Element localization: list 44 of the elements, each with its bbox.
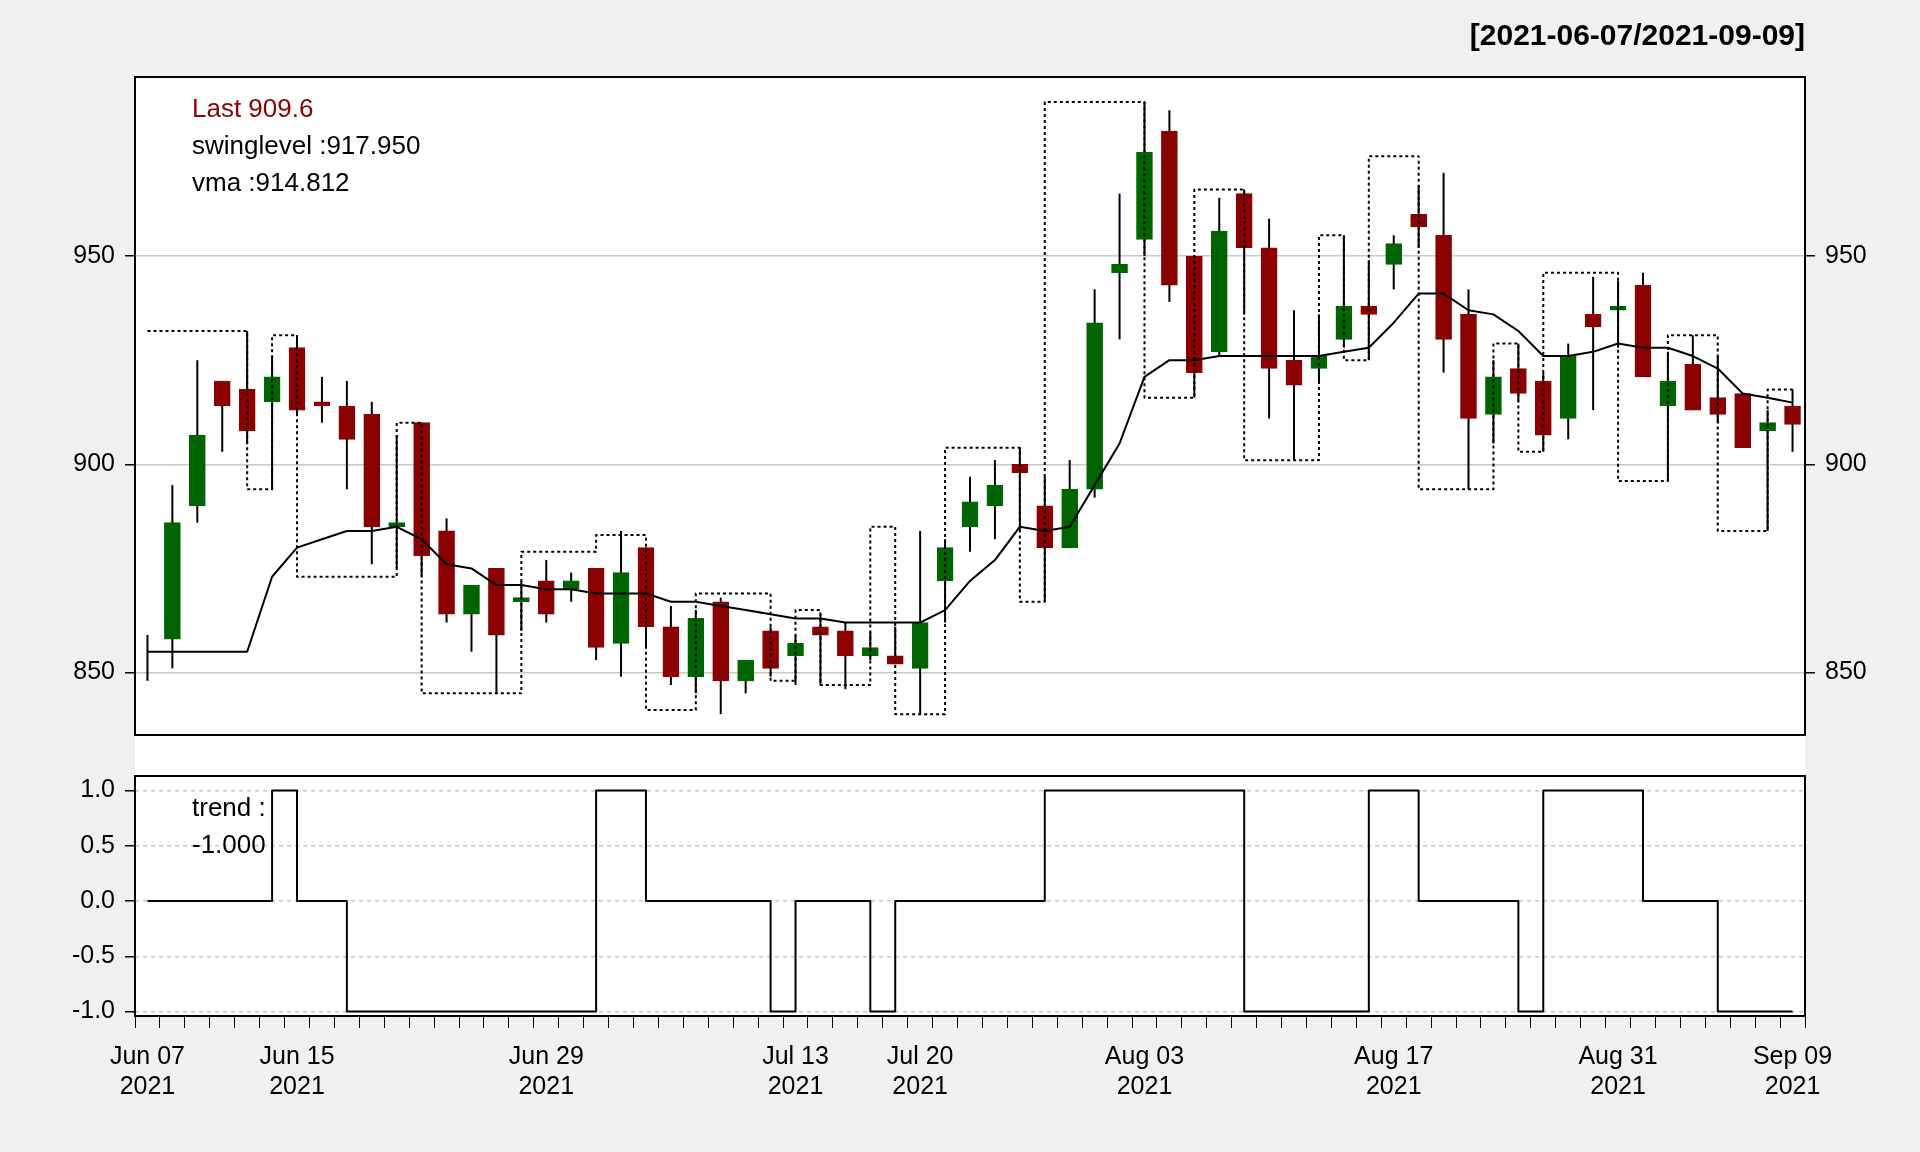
x-tick-label: Jul 13 2021 (762, 1040, 829, 1099)
y-tick-label: -1.0 (71, 995, 115, 1024)
candlestick (687, 609, 705, 695)
candlestick (562, 571, 580, 603)
annotation: swinglevel :917.950 (192, 130, 421, 160)
candlestick (936, 538, 954, 624)
y-tick-label: 1.0 (80, 774, 115, 803)
y2-tick-label: 850 (1825, 656, 1867, 685)
candlestick (1534, 371, 1552, 453)
annotation: vma :914.812 (192, 167, 350, 197)
y-tick-label: 0.0 (80, 884, 115, 913)
x-tick-label: Jun 07 2021 (109, 1040, 185, 1099)
candlestick (1011, 446, 1029, 532)
candlestick (1335, 234, 1353, 349)
candlestick (1036, 475, 1054, 603)
x-tick-label: Jun 29 2021 (508, 1040, 584, 1099)
y-tick-label: 0.5 (80, 829, 115, 858)
y-tick-label: 850 (73, 656, 115, 685)
candlestick (513, 579, 530, 632)
candlestick (986, 459, 1004, 541)
y-tick-label: 950 (73, 239, 115, 268)
x-tick-label: Aug 31 2021 (1578, 1040, 1658, 1099)
x-tick-label: Sep 09 2021 (1752, 1040, 1833, 1099)
annotation: Last 909.6 (192, 93, 314, 123)
y-tick-label: -0.5 (71, 940, 115, 969)
chart-subtitle: [2021-06-07/2021-09-09] (1469, 18, 1805, 52)
candlestick (886, 625, 904, 666)
x-tick-label: Jun 15 2021 (259, 1040, 335, 1099)
y2-tick-label: 900 (1825, 448, 1867, 477)
candlestick (213, 380, 231, 453)
x-tick-label: Aug 03 2021 (1104, 1040, 1185, 1099)
y-tick-label: 900 (73, 448, 115, 477)
candlestick (961, 475, 979, 553)
candlestick (1385, 234, 1403, 291)
candlestick (737, 659, 754, 695)
candlestick (1285, 309, 1303, 462)
y2-tick-label: 950 (1825, 239, 1867, 268)
candlestick (1111, 192, 1128, 341)
x-tick-label: Aug 17 2021 (1354, 1040, 1434, 1099)
candlestick (1310, 313, 1328, 383)
candlestick (313, 375, 331, 424)
annotation: trend : -1.000 (192, 792, 266, 859)
candlestick (1659, 350, 1677, 482)
x-tick-label: Jul 20 2021 (886, 1040, 954, 1099)
